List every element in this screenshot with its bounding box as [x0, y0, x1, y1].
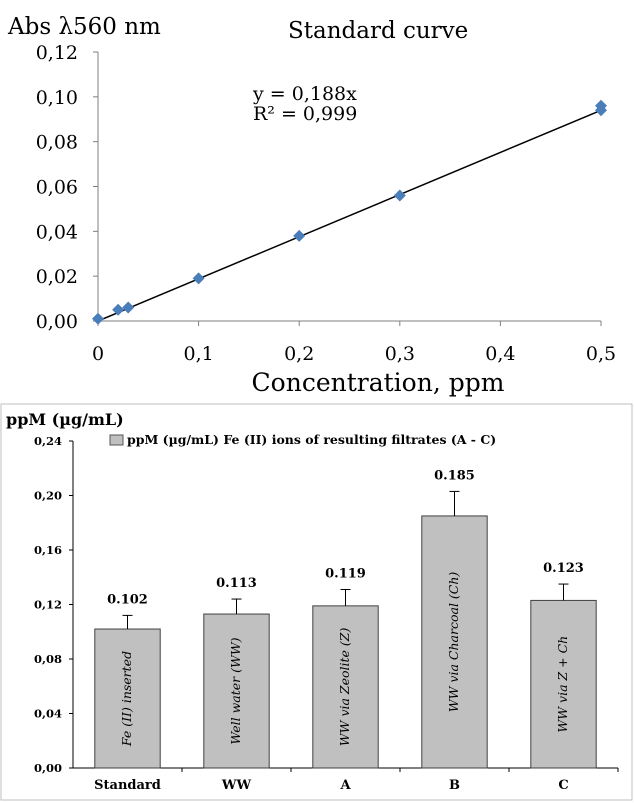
- bar-group: 0.123 WW via Z + Ch: [530, 561, 597, 769]
- bar-inner-label: WW via Charcoal (Ch): [446, 572, 461, 713]
- y-tick-label: 0,00: [34, 761, 62, 775]
- legend-swatch: [109, 434, 124, 446]
- x-tick-label: 0,2: [284, 343, 314, 365]
- y-tick-labels: 0,00 0,02 0,04 0,06 0,08 0,10 0,12: [36, 42, 78, 333]
- x-tick-labels: Standard WW A B C: [94, 778, 569, 793]
- y-tick-label: 0,04: [36, 221, 78, 243]
- y-tick-label: 0,08: [34, 652, 62, 666]
- y-tick-label: 0,04: [34, 707, 62, 721]
- fe-ions-bar-chart: ppM (µg/mL) ppM (µg/mL) Fe (II) ions of …: [0, 403, 633, 801]
- y-tick-label: 0,06: [36, 177, 78, 199]
- data-point: [112, 303, 125, 316]
- data-point: [122, 301, 135, 314]
- x-tick-label: 0: [92, 343, 104, 365]
- legend-label: ppM (µg/mL) Fe (II) ions of resulting fi…: [127, 432, 496, 447]
- bar-group: 0.113 Well water (WW): [203, 576, 270, 769]
- standard-curve-chart: Abs λ560 nm Standard curve 0,000,020,040…: [7, 14, 616, 397]
- y-tick-label: 0,10: [36, 87, 78, 109]
- x-tick-label: A: [339, 778, 351, 793]
- bar: [94, 628, 161, 769]
- x-tick-label: 0,4: [485, 343, 515, 365]
- x-tick-label: 0,5: [586, 343, 616, 365]
- bar: [421, 515, 488, 769]
- y-tick-label: 0,16: [34, 543, 62, 557]
- bar-inner-label: WW via Z + Ch: [555, 636, 570, 733]
- x-tick-label: B: [449, 778, 460, 793]
- bar: [312, 605, 379, 769]
- trendline-equation: y = 0,188x: [252, 83, 357, 105]
- r-squared-label: R² = 0,999: [253, 103, 357, 125]
- data-point: [595, 99, 607, 112]
- bar-inner-label: WW via Zeolite (Z): [337, 628, 352, 747]
- chart-title: Standard curve: [288, 18, 468, 44]
- x-tick-label: 0,3: [385, 343, 415, 365]
- bar: [203, 613, 270, 769]
- data-label: 0.102: [107, 592, 148, 607]
- trendline: [97, 109, 602, 322]
- y-tick-labels: 0,00 0,04 0,08 0,12 0,16 0,20 0,24: [34, 434, 62, 775]
- data-point: [393, 189, 406, 202]
- trendline-line: [97, 109, 602, 322]
- bar-inner-label: Fe (II) inserted: [119, 651, 134, 747]
- y-tick-label: 0,12: [34, 598, 62, 612]
- x-tick-label: Standard: [94, 778, 161, 793]
- data-label: 0.185: [434, 468, 475, 483]
- y-tick-label: 0,20: [34, 489, 62, 503]
- x-tick-labels: 0 0,1 0,2 0,3 0,4 0,5: [92, 343, 616, 365]
- x-tick-label: 0,1: [183, 343, 213, 365]
- bar-inner-label: Well water (WW): [228, 637, 243, 744]
- axes: [93, 51, 602, 326]
- x-tick-label: WW: [221, 778, 252, 793]
- data-point: [92, 312, 104, 325]
- y-tick-label: 0,12: [36, 42, 78, 64]
- y-tick-label: 0,02: [36, 266, 78, 288]
- bar-group: 0.119 WW via Zeolite (Z): [312, 567, 379, 769]
- data-points: [92, 99, 607, 325]
- bars: 0.102 Fe (II) inserted 0.113 Well water (WW…: [94, 468, 597, 769]
- data-label: 0.119: [325, 567, 366, 582]
- data-label: 0.113: [216, 576, 257, 591]
- data-point: [293, 229, 306, 242]
- bar-group: 0.185 WW via Charcoal (Ch): [421, 468, 488, 769]
- y-tick-label: 0,24: [34, 434, 62, 448]
- y-axis-title: ppM (µg/mL): [6, 410, 124, 429]
- x-axis-title: Concentration, ppm: [252, 368, 505, 397]
- y-tick-label: 0,08: [36, 132, 78, 154]
- data-point: [192, 272, 205, 285]
- bar-group: 0.102 Fe (II) inserted: [94, 592, 161, 769]
- data-label: 0.123: [543, 561, 584, 576]
- bar: [530, 599, 597, 769]
- y-axis-title: Abs λ560 nm: [7, 14, 161, 40]
- x-tick-label: C: [558, 778, 568, 793]
- y-tick-label: 0,00: [36, 311, 78, 333]
